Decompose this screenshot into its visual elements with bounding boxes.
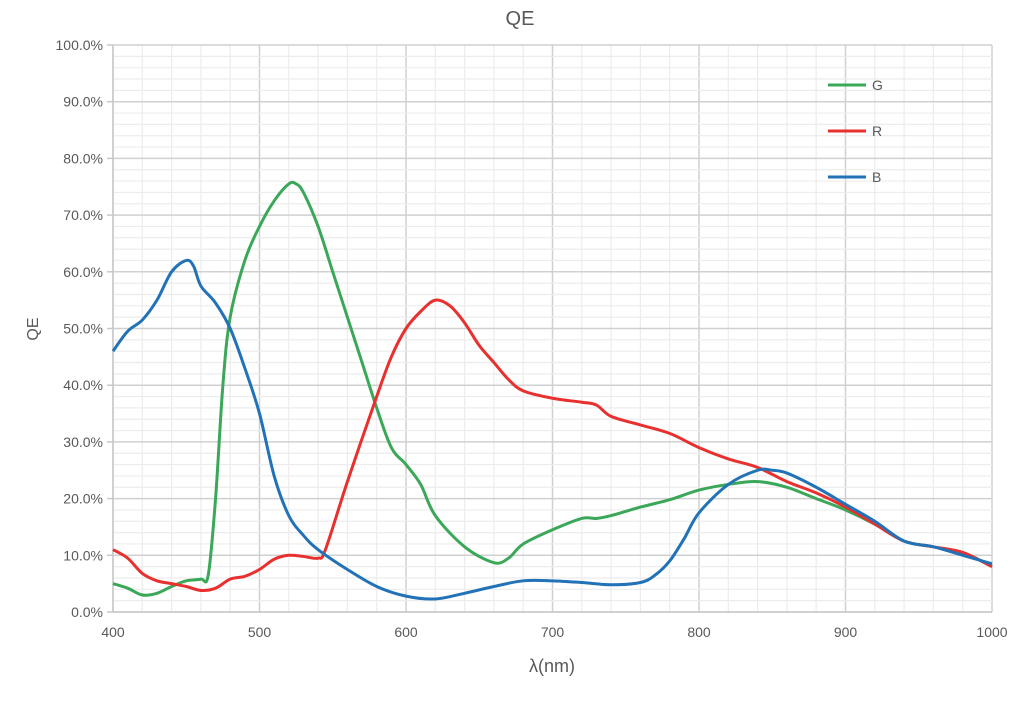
x-tick-label: 1000 — [976, 624, 1007, 640]
x-tick-label: 900 — [834, 624, 858, 640]
series-line-B — [111, 258, 993, 601]
x-axis-label: λ(nm) — [529, 656, 575, 676]
y-tick-label: 70.0% — [63, 207, 103, 223]
y-tick-label: 10.0% — [63, 547, 103, 563]
x-tick-label: 400 — [101, 624, 125, 640]
legend-label-G: G — [872, 77, 883, 93]
y-tick-label: 20.0% — [63, 491, 103, 507]
y-tick-label: 30.0% — [63, 434, 103, 450]
y-axis-ticks: 0.0% 10.0% 20.0% 30.0% 40.0% 50.0% 60.0% 70.0% 8… — [56, 37, 113, 620]
legend-label-R: R — [872, 123, 882, 139]
legend-label-B: B — [872, 169, 881, 185]
y-tick-label: 40.0% — [63, 377, 103, 393]
y-tick-label: 60.0% — [63, 264, 103, 280]
grid — [112, 44, 993, 613]
y-axis-label: QE — [25, 317, 42, 340]
series-line-R — [112, 298, 993, 593]
y-tick-label: 0.0% — [71, 604, 103, 620]
y-tick-label: 100.0% — [56, 37, 103, 53]
x-axis-ticks: 400 500 600 700 800 900 1000 — [101, 624, 1007, 640]
y-tick-label: 50.0% — [63, 321, 103, 337]
y-tick-label: 90.0% — [63, 94, 103, 110]
x-tick-label: 500 — [248, 624, 272, 640]
series-lines — [111, 180, 993, 601]
legend: G R B — [828, 77, 883, 185]
x-tick-label: 700 — [541, 624, 565, 640]
series-line-G — [112, 180, 993, 597]
x-tick-label: 600 — [394, 624, 418, 640]
y-tick-label: 80.0% — [63, 150, 103, 166]
x-tick-label: 800 — [687, 624, 711, 640]
chart-title: QE — [506, 8, 535, 30]
